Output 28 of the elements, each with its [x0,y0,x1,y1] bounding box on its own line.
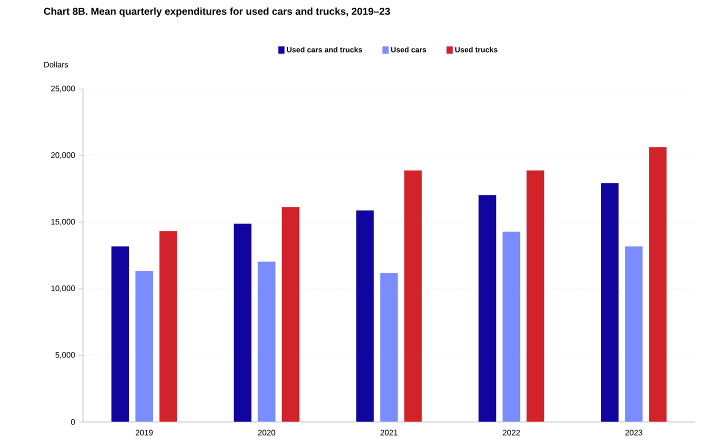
bar [233,223,252,422]
y-tick-label: 20,000 [51,152,75,159]
x-tick-label: 2021 [380,430,398,436]
bar [624,246,644,422]
y-tick-label: 5,000 [55,352,75,359]
bar [600,182,620,422]
bar [111,246,130,422]
bar [135,270,154,422]
y-tick-label: 10,000 [51,285,75,292]
x-tick-label: 2023 [625,430,642,436]
y-axis-title: Dollars [44,62,68,68]
bar [257,261,276,422]
y-tick-label: 0 [71,419,75,425]
bar [526,170,545,422]
bar [478,194,497,422]
y-tick-label: 25,000 [51,86,75,92]
bar [356,210,374,422]
x-tick-label: 2019 [136,430,153,436]
bar [380,272,398,422]
bar [404,170,422,422]
bar [281,206,300,422]
bar [502,231,521,422]
y-tick-label: 15,000 [51,218,75,226]
bar [159,230,178,422]
x-tick-label: 2022 [502,430,520,436]
chart-title: Chart 8B. Mean quarterly expenditures for used cars and trucks, 2019–23 [44,8,390,17]
bar [648,146,668,422]
x-tick-label: 2020 [258,430,276,436]
